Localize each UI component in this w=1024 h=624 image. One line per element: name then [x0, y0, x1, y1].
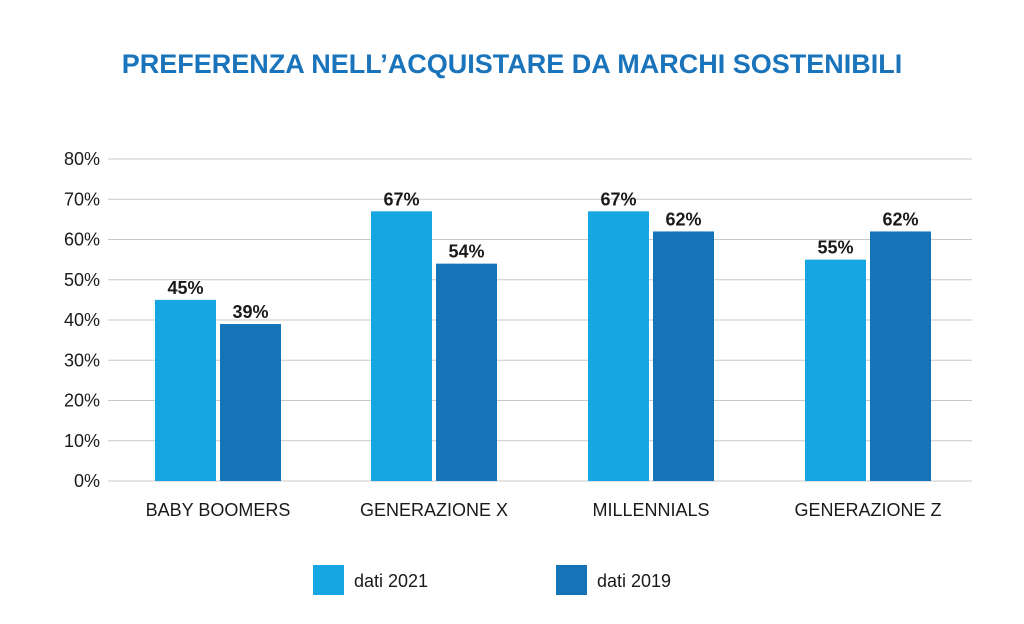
bar — [220, 324, 281, 481]
bar — [588, 211, 649, 481]
data-label: 67% — [383, 189, 419, 209]
bar — [870, 231, 931, 481]
bar — [371, 211, 432, 481]
bar — [805, 259, 866, 481]
legend-swatch — [556, 565, 587, 595]
category-label: BABY BOOMERS — [146, 500, 291, 520]
bars — [155, 211, 931, 481]
data-label: 62% — [882, 209, 918, 229]
legend-swatch — [313, 565, 344, 595]
bar — [436, 263, 497, 481]
bar — [155, 299, 216, 481]
legend: dati 2021 dati 2019 — [313, 565, 671, 595]
bar — [653, 231, 714, 481]
y-tick-label: 60% — [64, 230, 100, 250]
data-label: 55% — [817, 238, 853, 258]
y-tick-label: 80% — [64, 149, 100, 169]
category-label: MILLENNIALS — [592, 500, 709, 520]
y-tick-label: 50% — [64, 270, 100, 290]
y-tick-label: 30% — [64, 350, 100, 370]
category-label: GENERAZIONE X — [360, 500, 508, 520]
data-label: 54% — [448, 242, 484, 262]
data-labels: 45% 39% 67% 54% 67% 62% 55% 62% — [167, 189, 918, 322]
y-tick-label: 40% — [64, 310, 100, 330]
category-label: GENERAZIONE Z — [794, 500, 941, 520]
y-axis-tick-labels: 0% 10% 20% 30% 40% 50% 60% 70% 80% — [64, 149, 100, 491]
chart-title: PREFERENZA NELL’ACQUISTARE DA MARCHI SOS… — [122, 49, 903, 79]
data-label: 39% — [232, 302, 268, 322]
y-tick-label: 0% — [74, 471, 100, 491]
data-label: 45% — [167, 278, 203, 298]
y-tick-label: 70% — [64, 189, 100, 209]
legend-item: dati 2021 — [313, 565, 428, 595]
y-tick-label: 10% — [64, 431, 100, 451]
y-tick-label: 20% — [64, 391, 100, 411]
data-label: 62% — [665, 209, 701, 229]
legend-label: dati 2021 — [354, 571, 428, 591]
x-axis-category-labels: BABY BOOMERS GENERAZIONE X MILLENNIALS GENE… — [146, 500, 942, 520]
legend-item: dati 2019 — [556, 565, 671, 595]
data-label: 67% — [600, 189, 636, 209]
legend-label: dati 2019 — [597, 571, 671, 591]
